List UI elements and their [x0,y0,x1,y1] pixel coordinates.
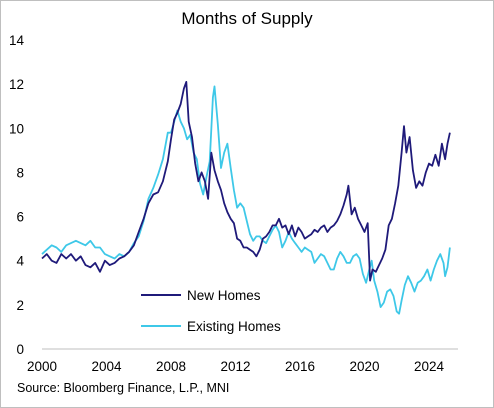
x-tick-label: 2016 [285,359,315,374]
series-line-new-homes [41,81,451,282]
x-tick-label: 2024 [414,359,445,374]
x-tick-label: 2020 [349,359,379,374]
x-tick-label: 2008 [156,359,186,374]
legend-label: Existing Homes [187,319,281,334]
y-tick-label: 12 [9,77,24,92]
x-tick-label: 2012 [220,359,250,374]
legend: New Homes Existing Homes [141,288,281,334]
y-tick-label: 10 [9,121,24,136]
y-tick-label: 6 [16,210,24,225]
y-tick-label: 8 [16,165,24,180]
series-line-existing-homes [41,85,451,315]
y-tick-label: 2 [16,298,24,313]
y-tick-label: 14 [9,33,25,48]
source-note: Source: Bloomberg Finance, L.P., MNI [17,381,230,395]
legend-label: New Homes [187,288,261,303]
x-axis-ticks: 2000 2004 2008 2012 2016 2020 2024 [27,359,445,374]
series-layer [41,81,451,315]
y-tick-label: 0 [16,342,24,357]
y-axis-ticks: 0 2 4 6 8 10 12 14 [9,33,25,357]
chart-title: Months of Supply [181,9,313,28]
y-tick-label: 4 [16,254,24,269]
x-tick-label: 2000 [27,359,57,374]
x-tick-label: 2004 [91,359,122,374]
